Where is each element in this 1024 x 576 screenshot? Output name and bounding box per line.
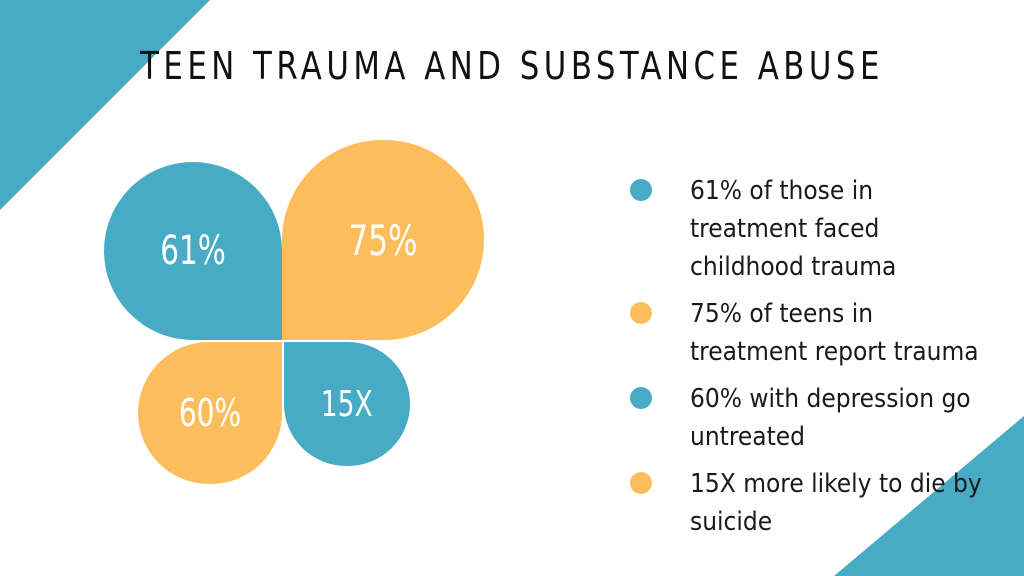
bullet-dot-icon <box>630 179 652 201</box>
petal-15x-label: 15X <box>321 383 373 425</box>
petal-60-label: 60% <box>178 391 242 435</box>
legend-item: 61% of those in treatment faced childhoo… <box>630 172 1000 286</box>
legend-item: 60% with depression go untreated <box>630 380 1000 456</box>
petal-60-percent: 60% <box>138 342 282 484</box>
legend-item-text: 15X more likely to die by suicide <box>690 469 982 537</box>
bullet-dot-icon <box>630 302 652 324</box>
page-title: TEEN TRAUMA AND SUBSTANCE ABUSE <box>140 44 884 88</box>
legend-item: 75% of teens in treatment report trauma <box>630 295 1000 371</box>
petal-61-percent: 61% <box>104 162 282 340</box>
petal-15x: 15X <box>284 342 410 466</box>
legend-item-text: 60% with depression go untreated <box>690 384 971 452</box>
bullet-dot-icon <box>630 387 652 409</box>
petal-75-percent: 75% <box>282 140 484 340</box>
legend-item-text: 61% of those in treatment faced childhoo… <box>690 176 897 282</box>
bullet-dot-icon <box>630 472 652 494</box>
corner-triangle-bottom-right <box>834 416 1024 576</box>
legend-item-text: 75% of teens in treatment report trauma <box>690 299 979 367</box>
petal-75-label: 75% <box>348 215 418 265</box>
corner-triangle-top-left <box>0 0 215 215</box>
legend-list: 61% of those in treatment faced childhoo… <box>630 172 1000 550</box>
legend-item: 15X more likely to die by suicide <box>630 465 1000 541</box>
petal-61-label: 61% <box>160 228 226 274</box>
